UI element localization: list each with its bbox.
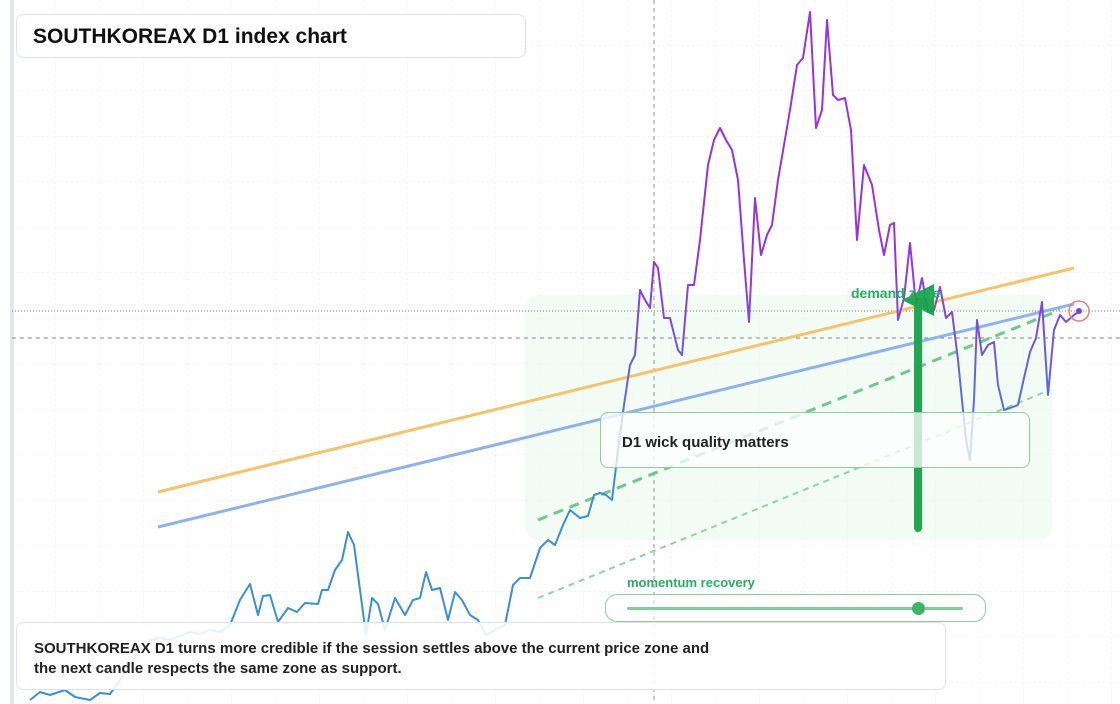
chart-title: SOUTHKOREAX D1 index chart xyxy=(33,25,347,48)
note-box: D1 wick quality matters xyxy=(600,412,1030,468)
slider-knob[interactable] xyxy=(912,602,925,615)
trend-faint xyxy=(537,389,1051,599)
footer-text: SOUTHKOREAX D1 turns more credible if th… xyxy=(34,640,710,677)
slider-track xyxy=(627,607,963,610)
slider-label: momentum recovery xyxy=(627,575,755,590)
title-box: SOUTHKOREAX D1 index chart xyxy=(16,14,526,58)
slider[interactable] xyxy=(605,594,986,622)
price-ring xyxy=(1068,300,1090,322)
note-text: D1 wick quality matters xyxy=(622,434,789,451)
footer-box: SOUTHKOREAX D1 turns more credible if th… xyxy=(16,622,946,690)
zone-label: demand zone xyxy=(851,285,941,301)
price-dot xyxy=(1076,308,1082,314)
